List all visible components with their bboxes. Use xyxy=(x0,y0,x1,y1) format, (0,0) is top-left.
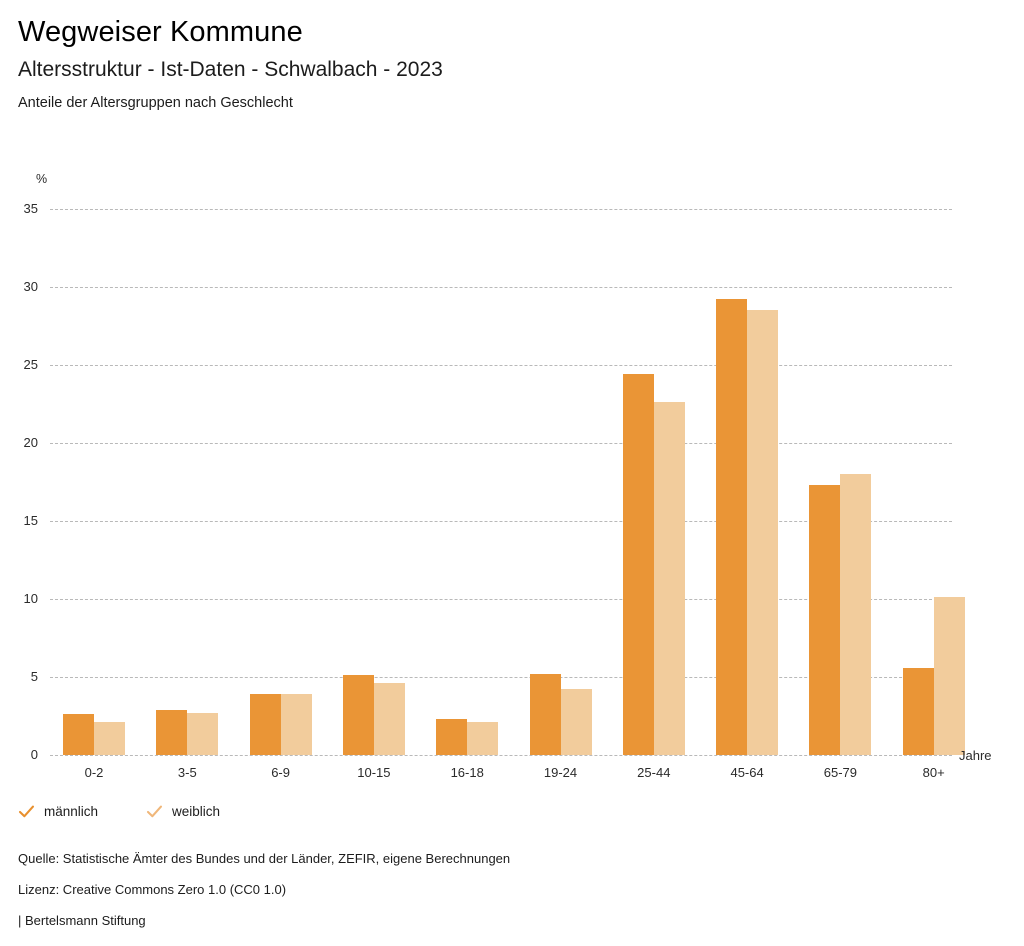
gridline xyxy=(50,287,952,288)
y-axis-tick-label: 0 xyxy=(30,747,38,762)
y-axis-unit-label: % xyxy=(36,172,48,186)
gridline xyxy=(50,599,952,600)
x-axis-tick-label: 6-9 xyxy=(271,765,290,780)
bar-weiblich-19-24[interactable] xyxy=(560,689,592,755)
check-icon xyxy=(18,805,35,818)
x-axis-tick-label: 16-18 xyxy=(450,765,484,780)
x-axis-tick-label: 65-79 xyxy=(823,765,858,780)
y-axis-tick-label: 20 xyxy=(23,435,38,450)
legend-item-weiblich[interactable]: weiblich xyxy=(146,803,220,820)
chart-caption: Anteile der Altersgruppen nach Geschlech… xyxy=(18,95,293,111)
gridline xyxy=(50,755,952,756)
bar-männlich-10-15[interactable] xyxy=(342,675,374,755)
gridline xyxy=(50,209,952,210)
license-line: Lizenz: Creative Commons Zero 1.0 (CC0 1… xyxy=(18,882,287,897)
bar-männlich-80+[interactable] xyxy=(902,667,934,755)
bar-weiblich-45-64[interactable] xyxy=(747,310,779,755)
bar-weiblich-80+[interactable] xyxy=(933,597,965,755)
bar-männlich-45-64[interactable] xyxy=(716,299,748,755)
chart-footer: Quelle: Statistische Ämter des Bundes un… xyxy=(18,843,998,936)
legend-item-männlich[interactable]: männlich xyxy=(18,803,98,820)
gridline xyxy=(50,521,952,522)
bar-männlich-0-2[interactable] xyxy=(63,714,94,755)
x-axis-tick-label: 80+ xyxy=(922,765,945,780)
y-axis-tick-label: 30 xyxy=(23,279,38,294)
x-axis-tick-label: 45-64 xyxy=(730,765,764,780)
bar-weiblich-16-18[interactable] xyxy=(467,722,499,755)
publisher-line: | Bertelsmann Stiftung xyxy=(18,913,146,928)
bar-weiblich-3-5[interactable] xyxy=(187,712,219,755)
y-axis-tick-label: 25 xyxy=(23,357,38,372)
x-axis-unit-label: Jahre xyxy=(959,748,992,763)
bar-männlich-16-18[interactable] xyxy=(436,719,468,755)
y-axis-tick-label: 35 xyxy=(23,201,38,216)
gridline xyxy=(50,365,952,366)
chart-header: Wegweiser Kommune Altersstruktur - Ist-D… xyxy=(18,14,998,113)
chart-subtitle: Altersstruktur - Ist-Daten - Schwalbach … xyxy=(18,58,443,81)
gridline xyxy=(50,677,952,678)
x-axis-tick-label: 19-24 xyxy=(543,765,578,780)
x-axis-tick-label: 3-5 xyxy=(177,765,197,780)
chart-legend: männlich weiblich xyxy=(18,803,268,820)
bar-männlich-19-24[interactable] xyxy=(529,673,561,755)
bar-männlich-65-79[interactable] xyxy=(809,485,841,755)
x-axis-tick-label: 10-15 xyxy=(357,765,391,780)
legend-label: weiblich xyxy=(172,804,221,819)
bar-weiblich-0-2[interactable] xyxy=(94,722,125,755)
y-axis-tick-label: 15 xyxy=(23,513,38,528)
bar-männlich-3-5[interactable] xyxy=(156,709,188,755)
y-axis-tick-label: 5 xyxy=(30,669,38,684)
source-line: Quelle: Statistische Ämter des Bundes un… xyxy=(18,851,511,866)
bar-chart: % 0 5 10 15 20 25 30 35 0-2 3-5 6-9 10-15 16-18 19-2… xyxy=(23,172,992,780)
bar-weiblich-6-9[interactable] xyxy=(280,694,312,755)
x-axis-tick-label: 25-44 xyxy=(637,765,671,780)
bar-männlich-6-9[interactable] xyxy=(249,694,281,755)
legend-label: männlich xyxy=(44,804,99,819)
gridline xyxy=(50,443,952,444)
check-icon xyxy=(146,805,163,818)
x-axis-tick-label: 0-2 xyxy=(84,765,104,780)
bar-weiblich-10-15[interactable] xyxy=(373,683,405,755)
bar-weiblich-65-79[interactable] xyxy=(840,474,872,755)
bar-männlich-25-44[interactable] xyxy=(622,374,654,755)
bar-weiblich-25-44[interactable] xyxy=(653,402,685,755)
page-title: Wegweiser Kommune xyxy=(18,16,303,48)
y-axis-tick-label: 10 xyxy=(23,591,38,606)
